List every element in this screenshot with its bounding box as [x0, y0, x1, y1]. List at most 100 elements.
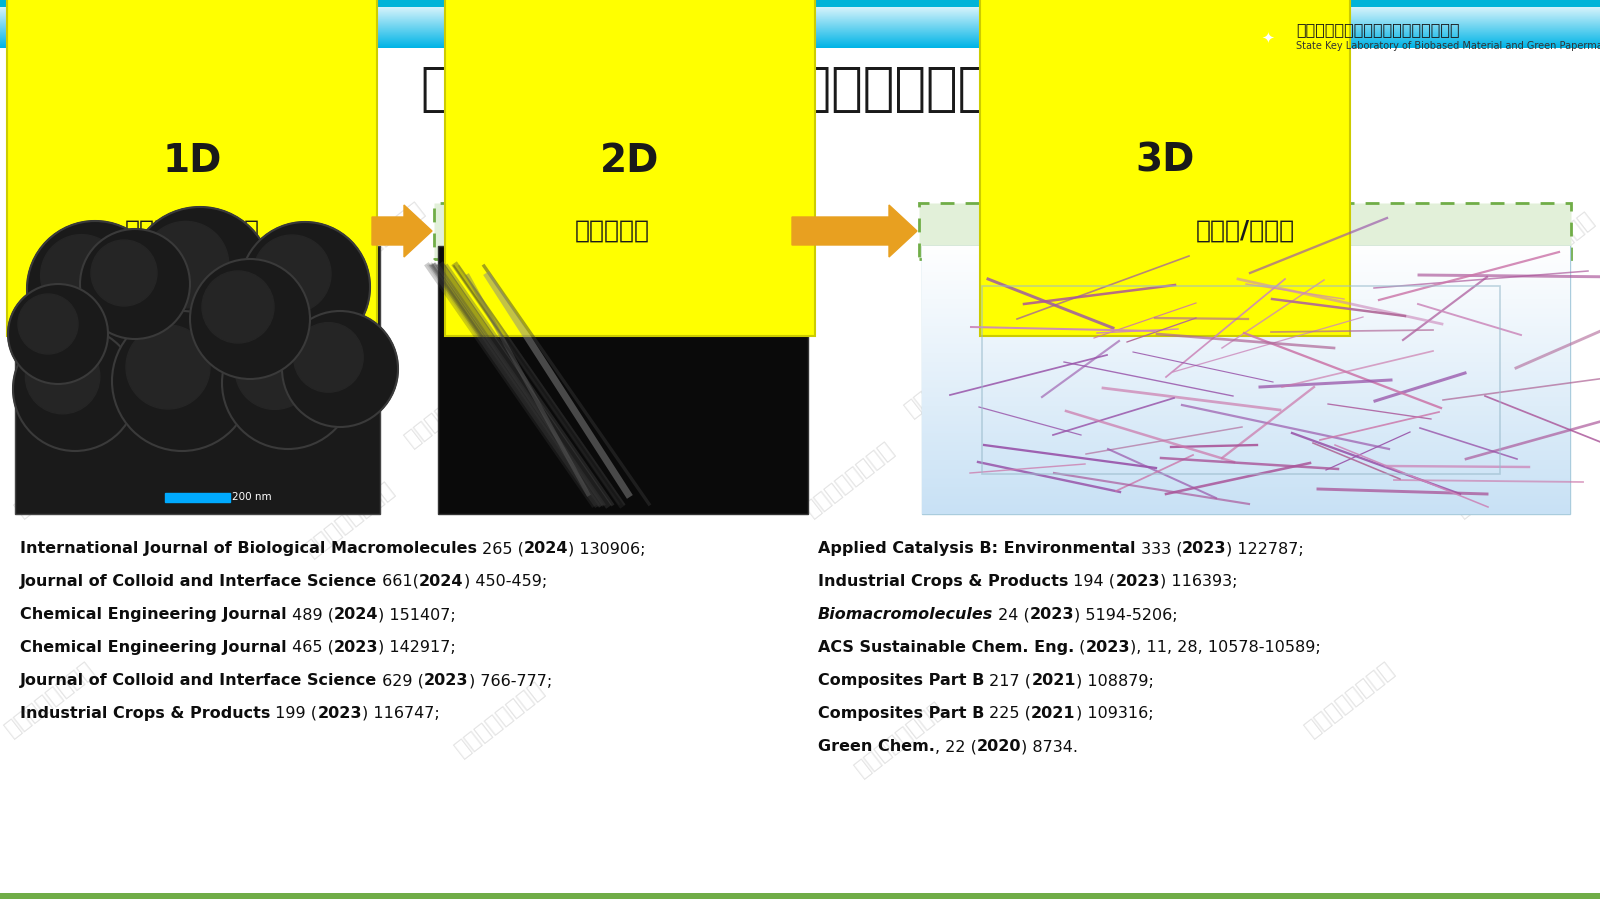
Bar — [922, 290, 1570, 291]
Text: 24 (: 24 ( — [994, 607, 1030, 622]
Bar — [922, 253, 1570, 254]
Text: 中冶有色技术平台: 中冶有色技术平台 — [1302, 658, 1398, 740]
Bar — [922, 261, 1570, 262]
Bar — [922, 485, 1570, 486]
Text: 中冶有色技术平台: 中冶有色技术平台 — [651, 408, 749, 490]
Circle shape — [13, 327, 138, 451]
Bar — [922, 412, 1570, 413]
Bar — [922, 433, 1570, 434]
Circle shape — [235, 330, 315, 409]
Bar — [922, 464, 1570, 465]
Bar — [922, 498, 1570, 499]
Bar — [922, 429, 1570, 430]
Text: 中冶有色技术平台: 中冶有色技术平台 — [802, 438, 898, 520]
Bar — [922, 360, 1570, 361]
Circle shape — [190, 259, 310, 379]
Text: 中冶有色技术平台: 中冶有色技术平台 — [952, 198, 1048, 280]
Bar — [922, 478, 1570, 479]
Bar — [922, 377, 1570, 378]
Bar — [922, 258, 1570, 259]
Bar — [922, 440, 1570, 441]
Bar — [922, 460, 1570, 461]
Bar — [922, 335, 1570, 336]
Bar — [922, 339, 1570, 340]
Bar — [922, 493, 1570, 494]
Bar — [922, 256, 1570, 257]
Bar — [922, 393, 1570, 394]
Bar — [922, 369, 1570, 370]
Bar — [922, 348, 1570, 349]
Bar — [922, 311, 1570, 312]
Text: 中冶有色技术平台: 中冶有色技术平台 — [902, 338, 998, 420]
Bar — [0, 0, 1600, 7]
Text: 465 (: 465 ( — [286, 640, 333, 655]
Text: 中冶有色技术平台: 中冶有色技术平台 — [531, 148, 629, 230]
Text: Composites Part B: Composites Part B — [818, 706, 984, 721]
Bar — [922, 480, 1570, 481]
Bar — [922, 329, 1570, 330]
Text: 2024: 2024 — [523, 541, 568, 556]
Bar — [922, 483, 1570, 484]
FancyArrow shape — [371, 205, 432, 257]
Bar — [0, 8, 1600, 9]
Bar — [922, 272, 1570, 273]
Bar — [0, 32, 1600, 33]
Text: 661(: 661( — [378, 574, 419, 589]
Text: 2023: 2023 — [333, 640, 378, 655]
Bar — [922, 288, 1570, 289]
Bar — [922, 486, 1570, 487]
Bar — [922, 401, 1570, 402]
Bar — [922, 506, 1570, 507]
Circle shape — [128, 207, 272, 351]
Bar — [922, 281, 1570, 282]
Text: 中冶有色技术平台: 中冶有色技术平台 — [1371, 318, 1469, 400]
Bar — [0, 2, 1600, 3]
Bar — [922, 499, 1570, 500]
Text: 中冶有色技术平台: 中冶有色技术平台 — [1502, 209, 1598, 289]
Bar — [922, 333, 1570, 334]
Text: 主要研究工作：生物基功能材料的制备及其功能化应用: 主要研究工作：生物基功能材料的制备及其功能化应用 — [421, 63, 1179, 115]
Circle shape — [142, 221, 229, 307]
Bar — [922, 376, 1570, 377]
Bar — [922, 328, 1570, 329]
Bar — [922, 415, 1570, 416]
Bar — [982, 286, 1501, 474]
Text: 中冶有色技术平台: 中冶有色技术平台 — [851, 699, 949, 779]
Bar — [922, 287, 1570, 288]
Text: Industrial Crops & Products: Industrial Crops & Products — [19, 706, 270, 721]
Text: 2024: 2024 — [419, 574, 464, 589]
Text: (: ( — [1074, 640, 1086, 655]
Text: Chemical Engineering Journal: Chemical Engineering Journal — [19, 607, 286, 622]
Bar — [922, 410, 1570, 411]
Circle shape — [202, 271, 274, 343]
Bar — [922, 421, 1570, 422]
Bar — [922, 487, 1570, 488]
Bar — [922, 459, 1570, 460]
Bar — [922, 473, 1570, 474]
Text: ) 116747;: ) 116747; — [362, 706, 440, 721]
Bar — [922, 366, 1570, 367]
Bar — [922, 398, 1570, 399]
Bar — [922, 458, 1570, 459]
Text: 中冶有色技术平台: 中冶有色技术平台 — [1102, 278, 1198, 360]
Bar — [0, 43, 1600, 44]
Text: ) 8734.: ) 8734. — [1021, 739, 1078, 754]
Bar — [922, 438, 1570, 439]
Circle shape — [40, 235, 122, 316]
Bar — [922, 293, 1570, 294]
Text: 中冶有色技术平台: 中冶有色技术平台 — [1451, 438, 1549, 520]
Text: 中冶有色技术平台: 中冶有色技术平台 — [72, 158, 168, 240]
Bar — [922, 403, 1570, 404]
Bar — [922, 306, 1570, 307]
Text: Industrial Crops & Products: Industrial Crops & Products — [818, 574, 1069, 589]
Bar — [922, 368, 1570, 369]
Bar — [922, 332, 1570, 333]
Bar — [922, 434, 1570, 435]
Text: ) 151407;: ) 151407; — [378, 607, 456, 622]
Bar — [0, 30, 1600, 31]
Bar — [922, 475, 1570, 476]
FancyBboxPatch shape — [918, 203, 1571, 259]
Bar — [922, 465, 1570, 466]
Bar — [922, 249, 1570, 250]
Bar — [922, 262, 1570, 263]
